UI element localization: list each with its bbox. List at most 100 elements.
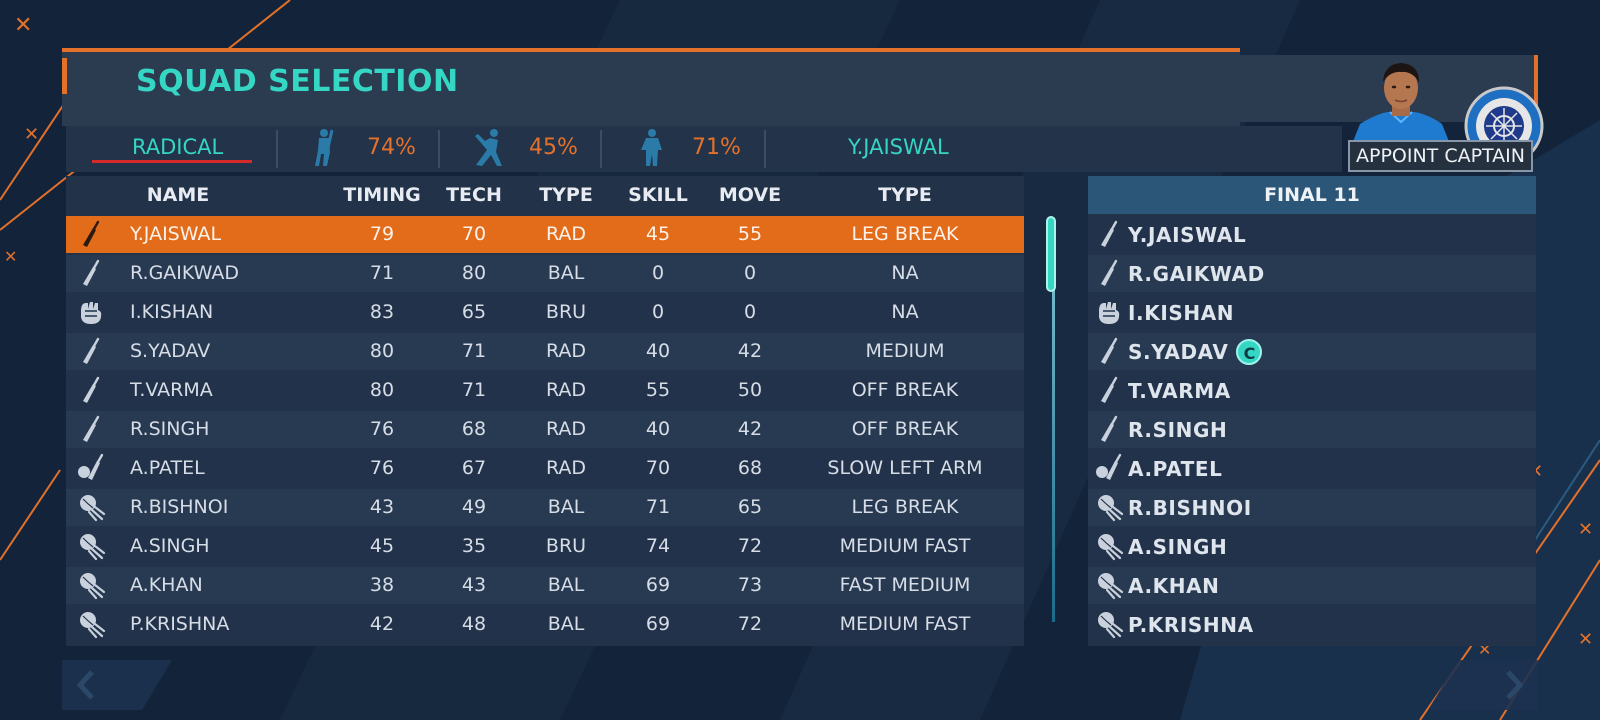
skill-value: 0 [651, 262, 665, 284]
final-eleven-row[interactable]: A.KHAN [1088, 567, 1536, 604]
ball-icon [1098, 495, 1124, 522]
column-header-move[interactable]: MOVE [718, 184, 782, 206]
gloves-icon [81, 302, 102, 324]
bowling-type-value: OFF BREAK [851, 418, 959, 440]
move-value: 0 [743, 262, 757, 284]
column-header-timing[interactable]: TIMING [343, 184, 421, 206]
bat-icon [1101, 337, 1118, 364]
scrollbar-thumb[interactable] [1046, 216, 1056, 292]
move-value: 50 [737, 379, 763, 401]
final-eleven-row[interactable]: A.SINGH [1088, 528, 1536, 565]
tech-value: 71 [461, 379, 487, 401]
page-title: SQUAD SELECTION [136, 64, 459, 99]
table-row[interactable]: T.VARMA 80 71 RAD 55 50 OFF BREAK [66, 372, 1024, 409]
appoint-captain-button[interactable]: APPOINT CAPTAIN [1348, 140, 1533, 172]
bowling-rating: 45% [529, 135, 578, 160]
tech-value: 70 [461, 223, 487, 245]
ball-icon [80, 495, 106, 522]
final-eleven-row[interactable]: R.SINGH [1088, 411, 1536, 448]
divider [600, 130, 602, 168]
player-name: Y.JAISWAL [130, 223, 222, 245]
ball-icon [1098, 612, 1124, 639]
tech-value: 49 [461, 496, 487, 518]
role-icon [1094, 492, 1124, 522]
move-value: 42 [737, 418, 763, 440]
table-row[interactable]: S.YADAV 80 71 RAD 40 42 MEDIUM [66, 333, 1024, 370]
player-name: T.VARMA [130, 379, 213, 401]
timing-value: 45 [369, 535, 395, 557]
role-icon [76, 219, 106, 249]
svg-text:✕: ✕ [14, 13, 32, 38]
ball-icon [1098, 534, 1124, 561]
bat-icon [1101, 259, 1118, 286]
final-eleven-row[interactable]: S.YADAV C [1088, 333, 1536, 370]
skill-value: 69 [645, 613, 671, 635]
batsman-icon [315, 129, 334, 166]
table-row-selected[interactable]: Y.JAISWAL 79 70 RAD 45 55 LEG BREAK [66, 216, 1024, 253]
table-row[interactable]: A.PATEL 76 67 RAD 70 68 SLOW LEFT ARM [66, 450, 1024, 487]
move-value: 42 [737, 340, 763, 362]
skill-value: 69 [645, 574, 671, 596]
final-player-name: T.VARMA [1128, 379, 1231, 403]
type-value: RAD [545, 379, 587, 401]
skill-value: 55 [645, 379, 671, 401]
final-eleven-row[interactable]: Y.JAISWAL [1088, 216, 1536, 253]
bat-icon [1101, 415, 1118, 442]
timing-value: 76 [369, 418, 395, 440]
role-icon [76, 531, 106, 561]
column-header-bowling-type[interactable]: TYPE [878, 184, 932, 206]
final-player-name: I.KISHAN [1128, 301, 1235, 325]
final-eleven-row[interactable]: I.KISHAN [1088, 294, 1536, 331]
final-player-name: Y.JAISWAL [1128, 223, 1247, 247]
role-icon [1094, 531, 1124, 561]
type-value: RAD [545, 418, 587, 440]
role-icon [76, 297, 106, 327]
column-header-name[interactable]: NAME [146, 184, 210, 206]
table-row[interactable]: A.KHAN 38 43 BAL 69 73 FAST MEDIUM [66, 567, 1024, 604]
final-eleven-row[interactable]: P.KRISHNA [1088, 606, 1536, 643]
column-header-type[interactable]: TYPE [539, 184, 593, 206]
type-value: RAD [545, 457, 587, 479]
final-eleven-row[interactable]: T.VARMA [1088, 372, 1536, 409]
final-eleven-row[interactable]: R.GAIKWAD [1088, 255, 1536, 292]
role-icon [1094, 336, 1124, 366]
table-header [66, 176, 1024, 214]
final-eleven-row[interactable]: R.BISHNOI [1088, 489, 1536, 526]
captain-badge: C [1236, 339, 1263, 365]
skill-value: 70 [645, 457, 671, 479]
final-player-name: A.SINGH [1128, 535, 1228, 559]
tech-value: 35 [461, 535, 487, 557]
table-row[interactable]: R.SINGH 76 68 RAD 40 42 OFF BREAK [66, 411, 1024, 448]
table-row[interactable]: R.GAIKWAD 71 80 BAL 0 0 NA [66, 255, 1024, 292]
final-eleven-row[interactable]: A.PATEL [1088, 450, 1536, 487]
next-page-button[interactable] [1428, 660, 1538, 710]
tech-value: 43 [461, 574, 487, 596]
move-value: 68 [737, 457, 763, 479]
bat-icon [83, 415, 100, 442]
move-value: 65 [737, 496, 763, 518]
final-player-name: R.GAIKWAD [1128, 262, 1265, 286]
final-player-name: S.YADAV [1128, 340, 1229, 364]
final-player-name: A.KHAN [1128, 574, 1220, 598]
timing-value: 43 [369, 496, 395, 518]
final-player-name: R.BISHNOI [1128, 496, 1252, 520]
table-row[interactable]: I.KISHAN 83 65 BRU 0 0 NA [66, 294, 1024, 331]
table-row[interactable]: R.BISHNOI 43 49 BAL 71 65 LEG BREAK [66, 489, 1024, 526]
column-header-tech[interactable]: TECH [446, 184, 502, 206]
final-player-name: P.KRISHNA [1128, 613, 1254, 637]
skill-value: 40 [645, 340, 671, 362]
ball-icon [80, 573, 106, 600]
table-row[interactable]: P.KRISHNA 42 48 BAL 69 72 MEDIUM FAST [66, 606, 1024, 643]
table-row[interactable]: A.SINGH 45 35 BRU 74 72 MEDIUM FAST [66, 528, 1024, 565]
role-icon [76, 375, 106, 405]
type-value: BAL [547, 496, 585, 518]
bat-icon [1101, 376, 1118, 403]
previous-page-button[interactable] [62, 660, 172, 710]
type-value: BRU [545, 535, 587, 557]
skill-value: 45 [645, 223, 671, 245]
scrollbar-track[interactable] [1052, 290, 1055, 622]
final-player-name: A.PATEL [1128, 457, 1223, 481]
timing-value: 79 [369, 223, 395, 245]
type-value: BAL [547, 574, 585, 596]
column-header-skill[interactable]: SKILL [628, 184, 688, 206]
